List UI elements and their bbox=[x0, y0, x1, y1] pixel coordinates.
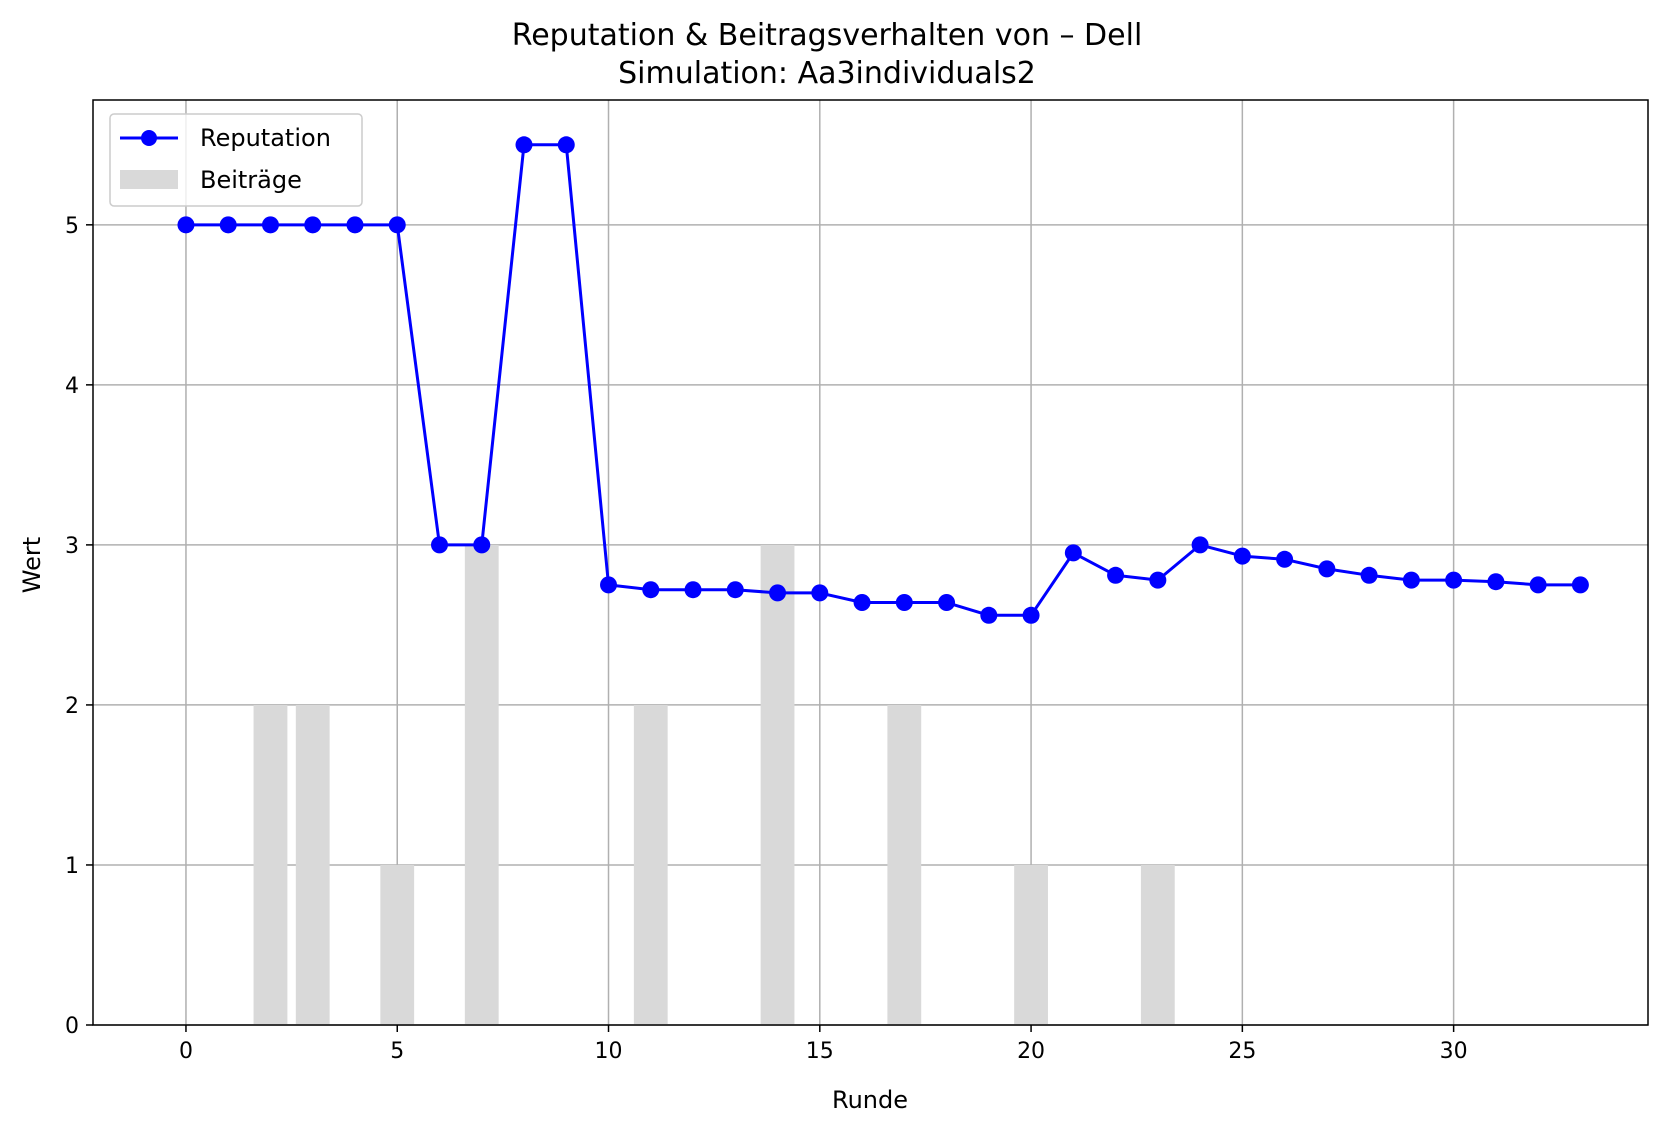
bar-beitraege bbox=[1014, 864, 1048, 1025]
legend: Reputation Beiträge bbox=[109, 113, 363, 207]
x-tick-label: 10 bbox=[595, 1039, 623, 1064]
line-series-reputation bbox=[177, 136, 1589, 624]
x-tick-label: 5 bbox=[390, 1039, 404, 1064]
x-axis-ticks: 0 5 10 15 20 25 30 bbox=[179, 1025, 1468, 1064]
reputation-point bbox=[430, 536, 448, 554]
y-tick-label: 4 bbox=[65, 374, 79, 399]
x-tick-label: 25 bbox=[1228, 1039, 1256, 1064]
bar-beitraege bbox=[253, 704, 288, 1025]
y-axis-ticks: 0 1 2 3 4 5 bbox=[65, 214, 93, 1039]
reputation-point bbox=[1360, 566, 1378, 584]
plot-area-frame bbox=[92, 99, 1649, 1026]
legend-beitraege-swatch bbox=[120, 170, 178, 189]
bar-beitraege bbox=[1140, 864, 1175, 1025]
bar-beitraege bbox=[464, 544, 499, 1025]
reputation-point bbox=[853, 594, 871, 612]
reputation-point bbox=[1318, 560, 1336, 578]
reputation-point bbox=[1529, 576, 1547, 594]
bar-beitraege bbox=[380, 864, 415, 1025]
reputation-point bbox=[726, 581, 744, 599]
y-tick-label: 2 bbox=[65, 694, 79, 719]
x-tick-label: 0 bbox=[179, 1039, 193, 1064]
reputation-point bbox=[895, 594, 913, 612]
reputation-point bbox=[1276, 550, 1294, 568]
y-tick-label: 1 bbox=[65, 854, 79, 879]
chart-title: Reputation & Beitragsverhalten von – Del… bbox=[512, 18, 1143, 53]
bar-beitraege bbox=[760, 544, 795, 1025]
reputation-point bbox=[388, 216, 406, 234]
y-tick-label: 5 bbox=[65, 214, 79, 239]
reputation-point bbox=[219, 216, 237, 234]
bar-beitraege bbox=[887, 704, 922, 1025]
reputation-point bbox=[1487, 573, 1505, 591]
reputation-line bbox=[185, 143, 1581, 617]
reputation-point bbox=[1191, 536, 1209, 554]
reputation-point bbox=[1402, 571, 1420, 589]
reputation-point bbox=[980, 606, 998, 624]
reputation-point bbox=[1571, 576, 1589, 594]
x-axis-label: Runde bbox=[832, 1086, 908, 1114]
reputation-point bbox=[1233, 547, 1251, 565]
bar-series-beitraege bbox=[253, 544, 1175, 1025]
reputation-point bbox=[515, 136, 533, 154]
reputation-point bbox=[769, 584, 787, 602]
legend-beitraege-label: Beiträge bbox=[200, 166, 302, 194]
reputation-point bbox=[1107, 566, 1125, 584]
x-tick-label: 15 bbox=[806, 1039, 834, 1064]
reputation-point bbox=[600, 576, 618, 594]
reputation-point bbox=[304, 216, 322, 234]
reputation-point bbox=[261, 216, 279, 234]
reputation-point bbox=[177, 216, 195, 234]
reputation-point bbox=[684, 581, 702, 599]
reputation-point bbox=[1022, 606, 1040, 624]
x-tick-label: 30 bbox=[1440, 1039, 1468, 1064]
reputation-point bbox=[811, 584, 829, 602]
reputation-point bbox=[557, 136, 575, 154]
y-tick-label: 0 bbox=[65, 1014, 79, 1039]
y-tick-label: 3 bbox=[65, 534, 79, 559]
reputation-point bbox=[1064, 544, 1082, 562]
reputation-point bbox=[938, 594, 956, 612]
y-axis-label: Wert bbox=[18, 537, 46, 593]
reputation-point bbox=[346, 216, 364, 234]
reputation-point bbox=[1445, 571, 1463, 589]
reputation-point bbox=[473, 536, 491, 554]
legend-reputation-marker bbox=[141, 130, 157, 146]
chart-subtitle: Simulation: Aa3individuals2 bbox=[618, 56, 1036, 91]
legend-reputation-label: Reputation bbox=[200, 124, 331, 152]
x-tick-label: 20 bbox=[1017, 1039, 1045, 1064]
bar-beitraege bbox=[295, 704, 330, 1025]
reputation-point bbox=[1149, 571, 1167, 589]
reputation-point bbox=[642, 581, 660, 599]
bar-beitraege bbox=[633, 704, 668, 1025]
